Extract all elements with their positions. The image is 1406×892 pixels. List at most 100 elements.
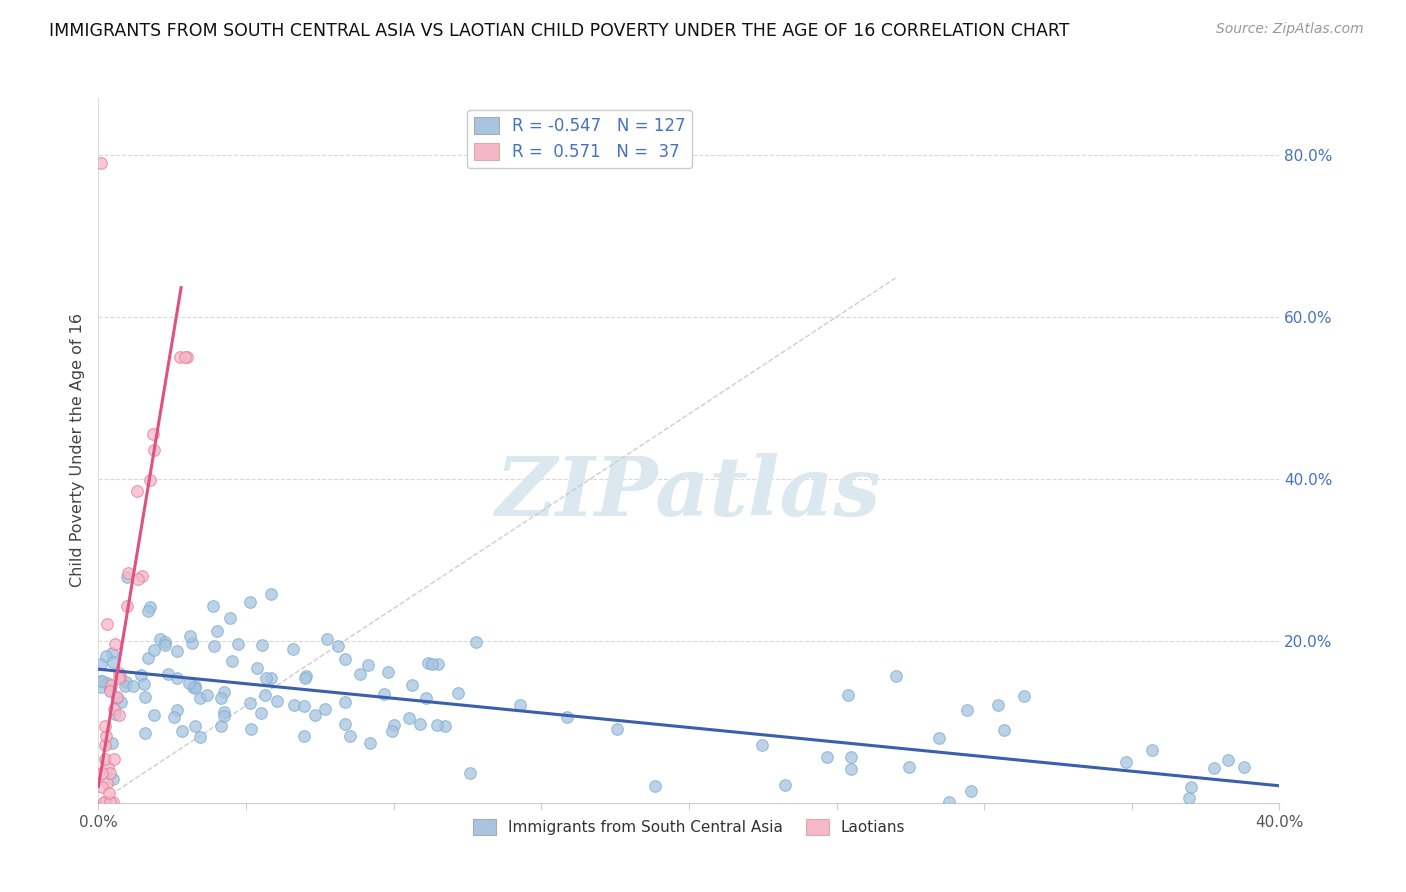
Point bbox=[839, 762, 862, 776]
Point bbox=[315, 632, 337, 647]
Point bbox=[294, 671, 316, 685]
Point bbox=[143, 707, 166, 722]
Point bbox=[105, 690, 128, 705]
Point bbox=[190, 690, 212, 705]
Point bbox=[266, 694, 288, 708]
Point bbox=[103, 772, 125, 787]
Point bbox=[101, 655, 124, 669]
Point bbox=[1204, 761, 1226, 775]
Point bbox=[100, 684, 122, 698]
Point bbox=[93, 738, 115, 752]
Point bbox=[416, 657, 439, 671]
Point bbox=[122, 679, 145, 693]
Point bbox=[103, 795, 125, 809]
Point bbox=[239, 722, 262, 736]
Point bbox=[129, 668, 152, 682]
Point bbox=[125, 484, 148, 499]
Point bbox=[209, 718, 232, 732]
Point bbox=[839, 750, 862, 764]
Text: ZIPatlas: ZIPatlas bbox=[496, 453, 882, 533]
Point bbox=[250, 706, 273, 720]
Point bbox=[103, 752, 125, 766]
Point bbox=[606, 722, 628, 736]
Point bbox=[96, 730, 118, 744]
Point bbox=[226, 637, 249, 651]
Point bbox=[101, 735, 124, 749]
Point bbox=[250, 638, 273, 652]
Point bbox=[202, 640, 225, 654]
Point bbox=[1216, 753, 1239, 767]
Point bbox=[426, 657, 449, 671]
Point bbox=[292, 699, 315, 714]
Point bbox=[339, 729, 361, 743]
Point bbox=[409, 717, 432, 731]
Point bbox=[115, 599, 138, 614]
Point bbox=[114, 680, 136, 694]
Point bbox=[176, 351, 198, 365]
Point bbox=[134, 726, 156, 740]
Point bbox=[751, 738, 773, 752]
Point bbox=[1142, 742, 1164, 756]
Point bbox=[886, 669, 908, 683]
Point bbox=[260, 672, 283, 686]
Point bbox=[105, 690, 128, 704]
Point bbox=[93, 795, 115, 809]
Point bbox=[373, 687, 395, 701]
Point bbox=[183, 680, 205, 694]
Point bbox=[314, 702, 336, 716]
Point bbox=[138, 650, 160, 665]
Point bbox=[94, 648, 117, 663]
Point bbox=[103, 637, 125, 651]
Point bbox=[107, 671, 129, 685]
Point bbox=[509, 698, 531, 712]
Point bbox=[295, 669, 318, 683]
Point bbox=[1180, 780, 1202, 794]
Point bbox=[98, 795, 121, 809]
Point bbox=[1233, 760, 1256, 774]
Point bbox=[90, 674, 112, 689]
Point bbox=[195, 688, 218, 702]
Point bbox=[104, 707, 127, 722]
Point bbox=[188, 730, 211, 744]
Point bbox=[90, 657, 112, 671]
Point bbox=[94, 718, 117, 732]
Point bbox=[173, 351, 195, 365]
Point bbox=[169, 351, 191, 365]
Point bbox=[333, 695, 356, 709]
Point bbox=[179, 676, 201, 690]
Point bbox=[328, 639, 350, 653]
Point bbox=[253, 688, 276, 702]
Point bbox=[117, 566, 139, 580]
Point bbox=[107, 708, 129, 723]
Point bbox=[180, 636, 202, 650]
Point bbox=[131, 569, 153, 583]
Point bbox=[142, 443, 165, 458]
Point bbox=[446, 686, 468, 700]
Point bbox=[166, 703, 188, 717]
Point bbox=[775, 778, 797, 792]
Point bbox=[815, 750, 838, 764]
Point bbox=[465, 635, 488, 649]
Point bbox=[281, 641, 304, 656]
Legend: Immigrants from South Central Asia, Laotians: Immigrants from South Central Asia, Laot… bbox=[467, 813, 911, 841]
Point bbox=[90, 680, 112, 694]
Point bbox=[212, 705, 235, 719]
Point bbox=[254, 671, 277, 685]
Point bbox=[214, 684, 236, 698]
Point bbox=[555, 709, 578, 723]
Point bbox=[333, 716, 356, 731]
Point bbox=[260, 587, 283, 601]
Point bbox=[117, 570, 139, 584]
Point bbox=[166, 644, 188, 658]
Point bbox=[398, 711, 420, 725]
Point bbox=[127, 572, 149, 586]
Point bbox=[1115, 755, 1137, 769]
Point bbox=[132, 677, 155, 691]
Point bbox=[110, 695, 132, 709]
Point bbox=[155, 635, 177, 649]
Point bbox=[138, 599, 160, 614]
Point bbox=[993, 723, 1015, 738]
Point bbox=[458, 765, 481, 780]
Point bbox=[96, 776, 118, 790]
Point bbox=[183, 681, 205, 696]
